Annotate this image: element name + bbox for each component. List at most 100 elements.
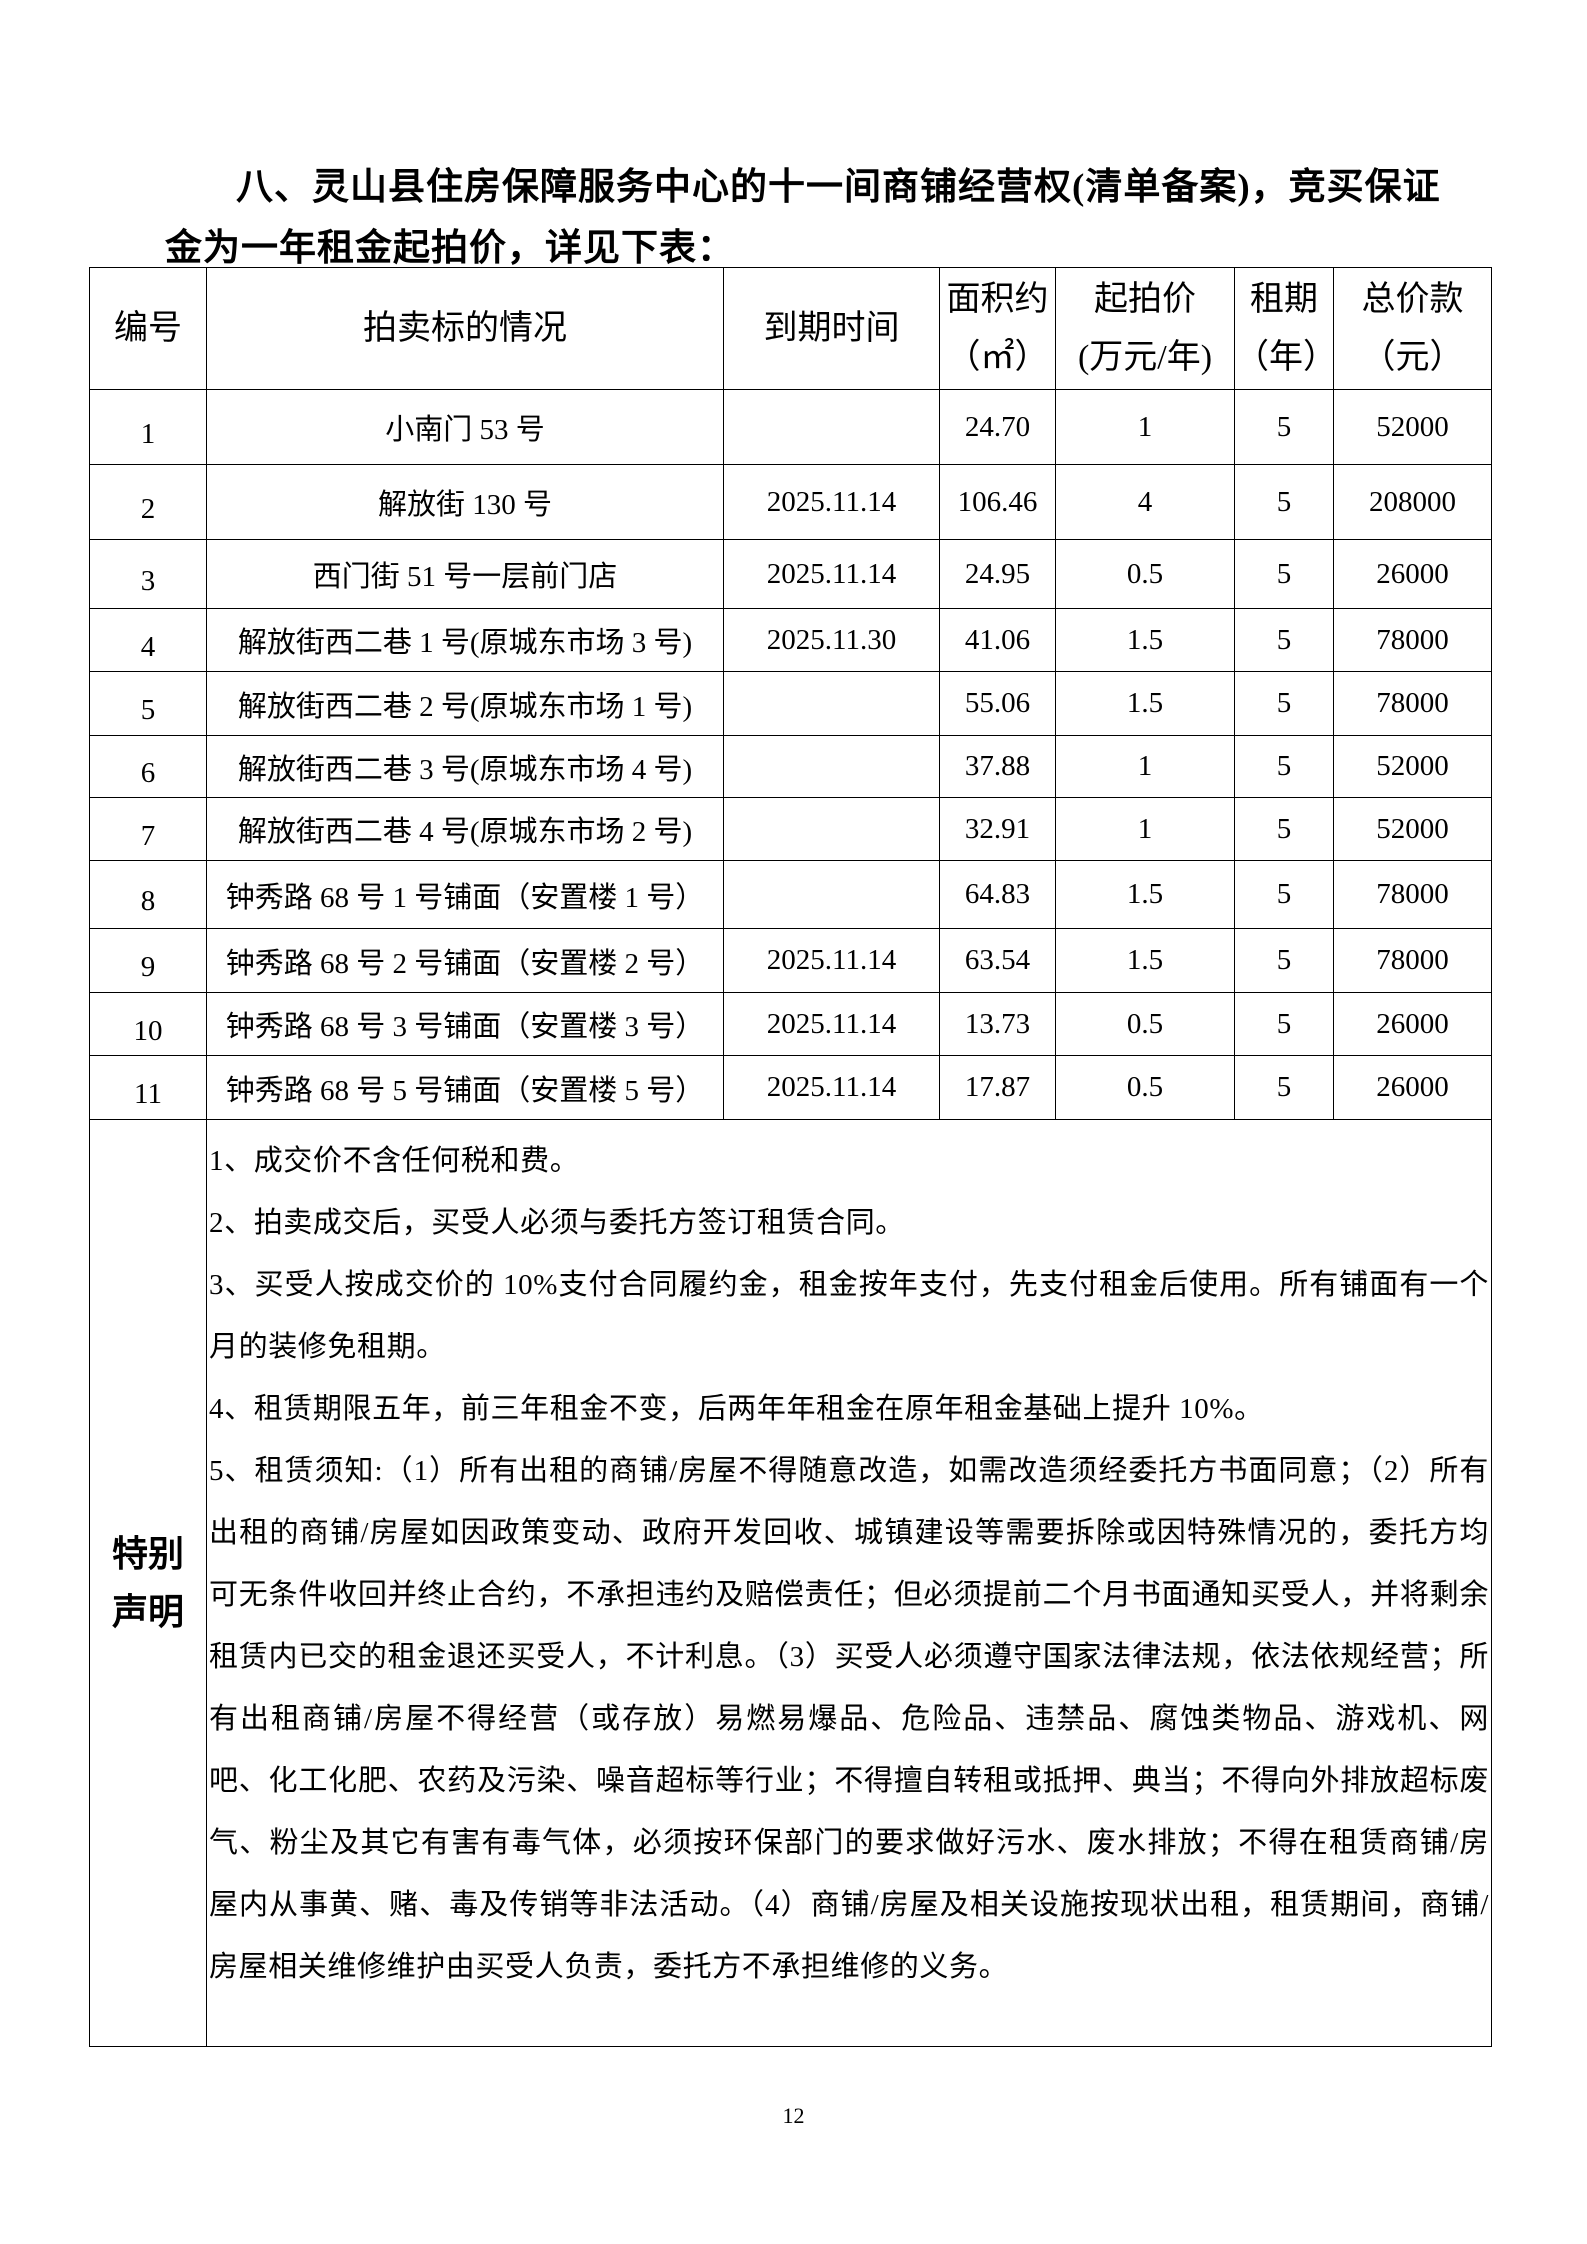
header-row: 编号 拍卖标的情况 到期时间 面积约 （㎡） 起拍价 (万元/年) 租期 （年） 总价…: [89, 267, 1492, 390]
cell-total: 52000: [1333, 389, 1492, 465]
cell-subject: 解放街西二巷 1 号(原城东市场 3 号): [206, 608, 724, 672]
header-total: 总价款 （元）: [1333, 267, 1492, 390]
header-term: 租期 （年）: [1234, 267, 1337, 390]
cell-total: 78000: [1333, 671, 1492, 736]
cell-area: 64.83: [939, 860, 1056, 929]
cell-expiry: [723, 671, 940, 736]
header-term-line1: 租期: [1250, 280, 1318, 318]
page-number: 12: [782, 2103, 805, 2128]
cell-price: 1: [1055, 389, 1235, 465]
cell-no: 6: [89, 735, 207, 798]
cell-expiry: 2025.11.14: [723, 1055, 940, 1120]
header-subject: 拍卖标的情况: [206, 267, 724, 390]
special-statement-body: 1、成交价不含任何税和费。 2、拍卖成交后，买受人必须与委托方签订租赁合同。 3…: [206, 1119, 1492, 2047]
cell-price: 1.5: [1055, 860, 1235, 929]
header-area-line1: 面积约: [946, 280, 1049, 318]
cell-price: 0.5: [1055, 1055, 1235, 1120]
cell-no: 3: [89, 539, 207, 609]
table-row: 1 小南门 53 号 24.70 1 5 52000: [89, 389, 1492, 465]
table-row: 7 解放街西二巷 4 号(原城东市场 2 号) 32.91 1 5 52000: [89, 797, 1492, 861]
cell-term: 5: [1234, 389, 1334, 465]
cell-area: 32.91: [939, 797, 1056, 861]
cell-no: 1: [89, 389, 207, 465]
special-label-line2: 声明: [111, 1592, 184, 1632]
header-price: 起拍价 (万元/年): [1055, 267, 1235, 390]
cell-total: 208000: [1333, 464, 1492, 540]
heading-line-1: 八、灵山县住房保障服务中心的十一间商铺经营权(清单备案)，竞买保证: [236, 167, 1441, 208]
cell-total: 26000: [1333, 539, 1492, 609]
cell-term: 5: [1234, 992, 1334, 1056]
cell-area: 63.54: [939, 928, 1056, 993]
header-no: 编号: [89, 267, 207, 390]
cell-no: 4: [89, 608, 207, 672]
cell-expiry: [723, 860, 940, 929]
cell-price: 1.5: [1055, 928, 1235, 993]
header-subject-text: 拍卖标的情况: [363, 309, 567, 347]
cell-expiry: [723, 797, 940, 861]
header-area-line2: （㎡）: [946, 338, 1049, 376]
cell-term: 5: [1234, 797, 1334, 861]
special-statement-label: 特别 声明: [89, 1119, 207, 2047]
table-row: 8 钟秀路 68 号 1 号铺面（安置楼 1 号） 64.83 1.5 5 78000: [89, 860, 1492, 929]
cell-total: 78000: [1333, 608, 1492, 672]
cell-price: 4: [1055, 464, 1235, 540]
cell-total: 78000: [1333, 928, 1492, 993]
cell-area: 106.46: [939, 464, 1056, 540]
cell-term: 5: [1234, 608, 1334, 672]
cell-subject: 西门街 51 号一层前门店: [206, 539, 724, 609]
table-row: 9 钟秀路 68 号 2 号铺面（安置楼 2 号） 2025.11.14 63.54 1…: [89, 928, 1492, 993]
table-row: 2 解放街 130 号 2025.11.14 106.46 4 5 208000: [89, 464, 1492, 540]
cell-no: 9: [89, 928, 207, 993]
cell-subject: 钟秀路 68 号 1 号铺面（安置楼 1 号）: [206, 860, 724, 929]
cell-expiry: 2025.11.14: [723, 928, 940, 993]
cell-expiry: 2025.11.14: [723, 539, 940, 609]
cell-term: 5: [1234, 735, 1334, 798]
cell-subject: 钟秀路 68 号 5 号铺面（安置楼 5 号）: [206, 1055, 724, 1120]
header-term-line2: （年）: [1235, 338, 1337, 376]
cell-area: 55.06: [939, 671, 1056, 736]
header-price-line2: (万元/年): [1077, 338, 1213, 376]
table-row: 4 解放街西二巷 1 号(原城东市场 3 号) 2025.11.30 41.06 1.5…: [89, 608, 1492, 672]
header-total-line1: 总价款: [1361, 280, 1464, 318]
cell-no: 7: [89, 797, 207, 861]
cell-area: 41.06: [939, 608, 1056, 672]
cell-price: 0.5: [1055, 992, 1235, 1056]
cell-expiry: 2025.11.14: [723, 992, 940, 1056]
special-statement-row: 特别 声明 1、成交价不含任何税和费。 2、拍卖成交后，买受人必须与委托方签订租…: [89, 1119, 1492, 2047]
header-expiry-text: 到期时间: [763, 309, 900, 347]
cell-expiry: 2025.11.14: [723, 464, 940, 540]
cell-total: 52000: [1333, 797, 1492, 861]
cell-no: 11: [89, 1055, 207, 1120]
cell-expiry: [723, 389, 940, 465]
cell-total: 26000: [1333, 992, 1492, 1056]
cell-no: 5: [89, 671, 207, 736]
cell-area: 13.73: [939, 992, 1056, 1056]
cell-no: 10: [89, 992, 207, 1056]
heading-line-2: 金为一年租金起拍价，详见下表：: [165, 228, 735, 269]
cell-price: 1.5: [1055, 608, 1235, 672]
table-row: 11 钟秀路 68 号 5 号铺面（安置楼 5 号） 2025.11.14 17.87…: [89, 1055, 1492, 1120]
cell-term: 5: [1234, 539, 1334, 609]
cell-subject: 钟秀路 68 号 3 号铺面（安置楼 3 号）: [206, 992, 724, 1056]
special-label-line1: 特别: [111, 1534, 184, 1574]
cell-no: 8: [89, 860, 207, 929]
header-no-text: 编号: [114, 309, 182, 347]
header-total-line2: （元）: [1361, 338, 1464, 376]
header-price-line1: 起拍价: [1094, 280, 1196, 318]
cell-total: 78000: [1333, 860, 1492, 929]
special-item: 4、租赁期限五年，前三年租金不变，后两年年租金在原年租金基础上提升 10%。: [209, 1393, 1264, 1425]
cell-area: 17.87: [939, 1055, 1056, 1120]
cell-subject: 钟秀路 68 号 2 号铺面（安置楼 2 号）: [206, 928, 724, 993]
cell-term: 5: [1234, 1055, 1334, 1120]
cell-price: 1: [1055, 797, 1235, 861]
cell-expiry: [723, 735, 940, 798]
cell-term: 5: [1234, 928, 1334, 993]
special-item: 5、租赁须知:（1）所有出租的商铺/房屋不得随意改造，如需改造须经委托方书面同意…: [209, 1455, 1489, 1983]
table-row: 5 解放街西二巷 2 号(原城东市场 1 号) 55.06 1.5 5 78000: [89, 671, 1492, 736]
cell-subject: 解放街 130 号: [206, 464, 724, 540]
special-item: 2、拍卖成交后，买受人必须与委托方签订租赁合同。: [209, 1207, 905, 1239]
special-item: 1、成交价不含任何税和费。: [209, 1145, 580, 1177]
cell-area: 24.70: [939, 389, 1056, 465]
table-row: 3 西门街 51 号一层前门店 2025.11.14 24.95 0.5 5 26000: [89, 539, 1492, 609]
cell-price: 1.5: [1055, 671, 1235, 736]
